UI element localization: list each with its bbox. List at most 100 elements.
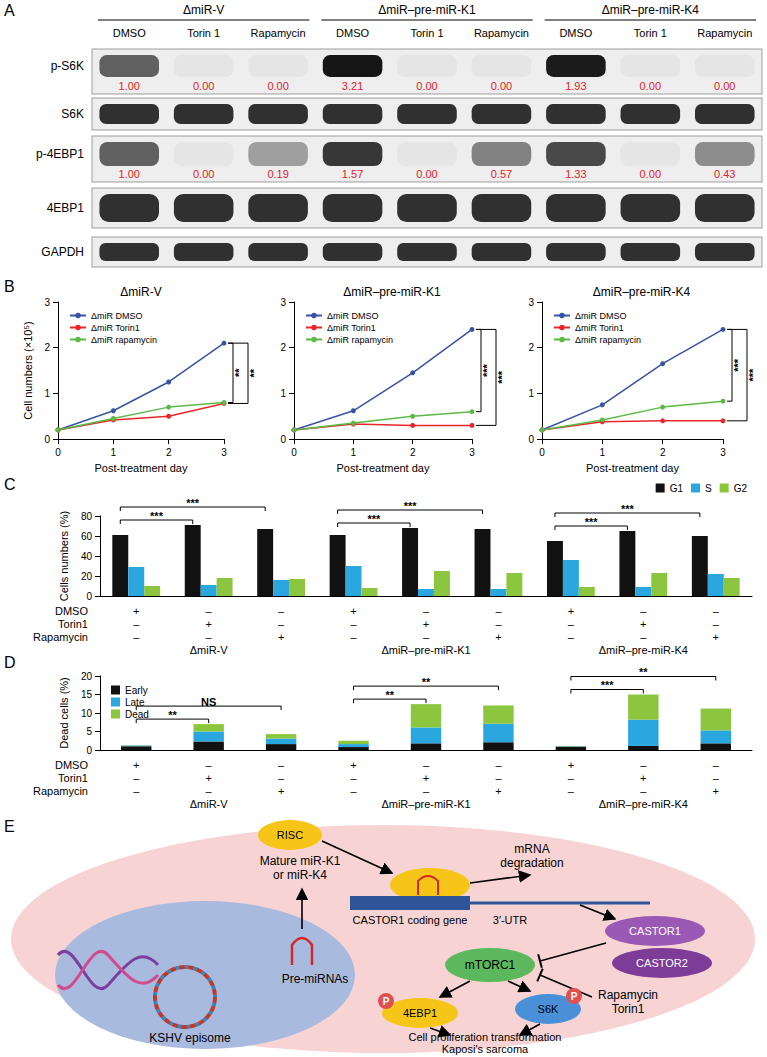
svg-text:–: – [568, 785, 575, 797]
svg-text:+: + [495, 785, 501, 797]
svg-text:2: 2 [660, 447, 666, 458]
svg-text:1.93: 1.93 [565, 80, 586, 92]
svg-text:–: – [495, 618, 502, 630]
svg-text:***: *** [621, 503, 635, 515]
svg-text:2: 2 [280, 342, 286, 353]
svg-text:Torin 1: Torin 1 [410, 27, 443, 39]
svg-text:0.43: 0.43 [714, 168, 735, 180]
svg-text:0.00: 0.00 [640, 80, 661, 92]
svg-text:0.00: 0.00 [640, 168, 661, 180]
svg-text:ΔmiR Torin1: ΔmiR Torin1 [91, 323, 140, 333]
svg-text:+: + [495, 631, 501, 643]
svg-text:ΔmiR Torin1: ΔmiR Torin1 [575, 323, 624, 333]
svg-text:Post-treatment day: Post-treatment day [337, 462, 430, 474]
svg-text:–: – [350, 772, 357, 784]
svg-text:RISC: RISC [277, 829, 303, 841]
svg-text:Rapamycin: Rapamycin [598, 988, 658, 1002]
svg-text:Pre-miRNAs: Pre-miRNAs [282, 972, 349, 986]
svg-text:ΔmiR-V: ΔmiR-V [183, 3, 224, 17]
svg-text:***: *** [496, 370, 508, 384]
svg-text:1: 1 [600, 447, 606, 458]
svg-text:S6K: S6K [538, 1003, 559, 1015]
svg-text:–: – [350, 618, 357, 630]
svg-text:+: + [133, 605, 139, 617]
svg-text:–: – [713, 605, 720, 617]
svg-text:or miR-K4: or miR-K4 [273, 868, 327, 882]
svg-text:–: – [278, 759, 285, 771]
svg-text:Rapamycin: Rapamycin [33, 785, 88, 797]
svg-text:Cells numbers (%): Cells numbers (%) [58, 511, 70, 601]
svg-text:Dead cells (%): Dead cells (%) [58, 677, 70, 749]
svg-text:–: – [640, 605, 647, 617]
svg-text:60: 60 [81, 531, 93, 542]
svg-text:Kaposi's sarcoma: Kaposi's sarcoma [442, 1043, 529, 1055]
svg-text:1.00: 1.00 [119, 168, 140, 180]
svg-text:ΔmiR rapamycin: ΔmiR rapamycin [575, 335, 641, 345]
svg-text:G2: G2 [734, 483, 748, 494]
svg-text:2: 2 [44, 342, 50, 353]
svg-text:–: – [133, 618, 140, 630]
svg-text:–: – [206, 785, 213, 797]
svg-text:+: + [423, 772, 429, 784]
svg-text:0: 0 [86, 745, 92, 756]
svg-text:ΔmiR rapamycin: ΔmiR rapamycin [91, 335, 157, 345]
svg-text:–: – [568, 618, 575, 630]
svg-text:Rapamycin: Rapamycin [697, 27, 752, 39]
svg-text:2: 2 [528, 342, 534, 353]
svg-text:0.00: 0.00 [193, 80, 214, 92]
svg-text:ΔmiR–pre-miR-K4: ΔmiR–pre-miR-K4 [593, 285, 691, 299]
svg-text:***: *** [747, 368, 759, 382]
svg-text:**: ** [168, 709, 177, 721]
svg-text:3: 3 [280, 297, 286, 308]
svg-text:**: ** [422, 676, 431, 688]
svg-text:4EBP1: 4EBP1 [403, 1007, 437, 1019]
svg-text:P: P [571, 991, 578, 1002]
svg-text:40: 40 [81, 551, 93, 562]
svg-text:–: – [568, 631, 575, 643]
svg-text:3: 3 [221, 447, 227, 458]
svg-text:p-S6K: p-S6K [51, 59, 84, 73]
svg-text:KSHV episome: KSHV episome [149, 1031, 231, 1045]
svg-text:Rapamycin: Rapamycin [251, 27, 306, 39]
svg-text:–: – [713, 759, 720, 771]
svg-text:ΔmiR–pre-miR-K1: ΔmiR–pre-miR-K1 [378, 3, 476, 17]
svg-text:degradation: degradation [500, 856, 563, 870]
svg-text:+: + [568, 759, 574, 771]
svg-text:Torin1: Torin1 [612, 1002, 645, 1016]
svg-text:–: – [640, 759, 647, 771]
svg-text:Mature miR-K1: Mature miR-K1 [260, 854, 341, 868]
svg-text:Late: Late [125, 697, 145, 708]
svg-text:2: 2 [166, 447, 172, 458]
svg-text:0.00: 0.00 [714, 80, 735, 92]
svg-text:–: – [423, 759, 430, 771]
svg-text:–: – [568, 772, 575, 784]
svg-text:S6K: S6K [61, 107, 84, 121]
svg-text:–: – [206, 759, 213, 771]
svg-text:***: *** [186, 497, 200, 509]
svg-text:ΔmiR–pre-miR-K4: ΔmiR–pre-miR-K4 [599, 644, 688, 656]
svg-text:+: + [423, 618, 429, 630]
svg-text:3: 3 [720, 447, 726, 458]
svg-text:0: 0 [291, 447, 297, 458]
svg-text:–: – [423, 605, 430, 617]
svg-text:Torin 1: Torin 1 [634, 27, 667, 39]
svg-text:Rapamycin: Rapamycin [33, 631, 88, 643]
svg-text:–: – [278, 605, 285, 617]
svg-text:NS: NS [201, 696, 216, 708]
svg-text:+: + [278, 785, 284, 797]
svg-text:Post-treatment day: Post-treatment day [586, 462, 679, 474]
svg-text:Cell proliferation transformat: Cell proliferation transformation [409, 1031, 562, 1043]
svg-text:4EBP1: 4EBP1 [47, 201, 85, 215]
svg-text:10: 10 [81, 708, 93, 719]
svg-text:–: – [133, 785, 140, 797]
svg-text:+: + [640, 772, 646, 784]
svg-text:**: ** [639, 666, 648, 678]
svg-text:0.57: 0.57 [491, 168, 512, 180]
svg-text:0: 0 [280, 434, 286, 445]
svg-text:DMSO: DMSO [55, 605, 88, 617]
svg-text:3: 3 [469, 447, 475, 458]
svg-text:***: *** [481, 363, 493, 377]
svg-text:–: – [350, 631, 357, 643]
svg-text:0.00: 0.00 [193, 168, 214, 180]
svg-text:–: – [350, 785, 357, 797]
